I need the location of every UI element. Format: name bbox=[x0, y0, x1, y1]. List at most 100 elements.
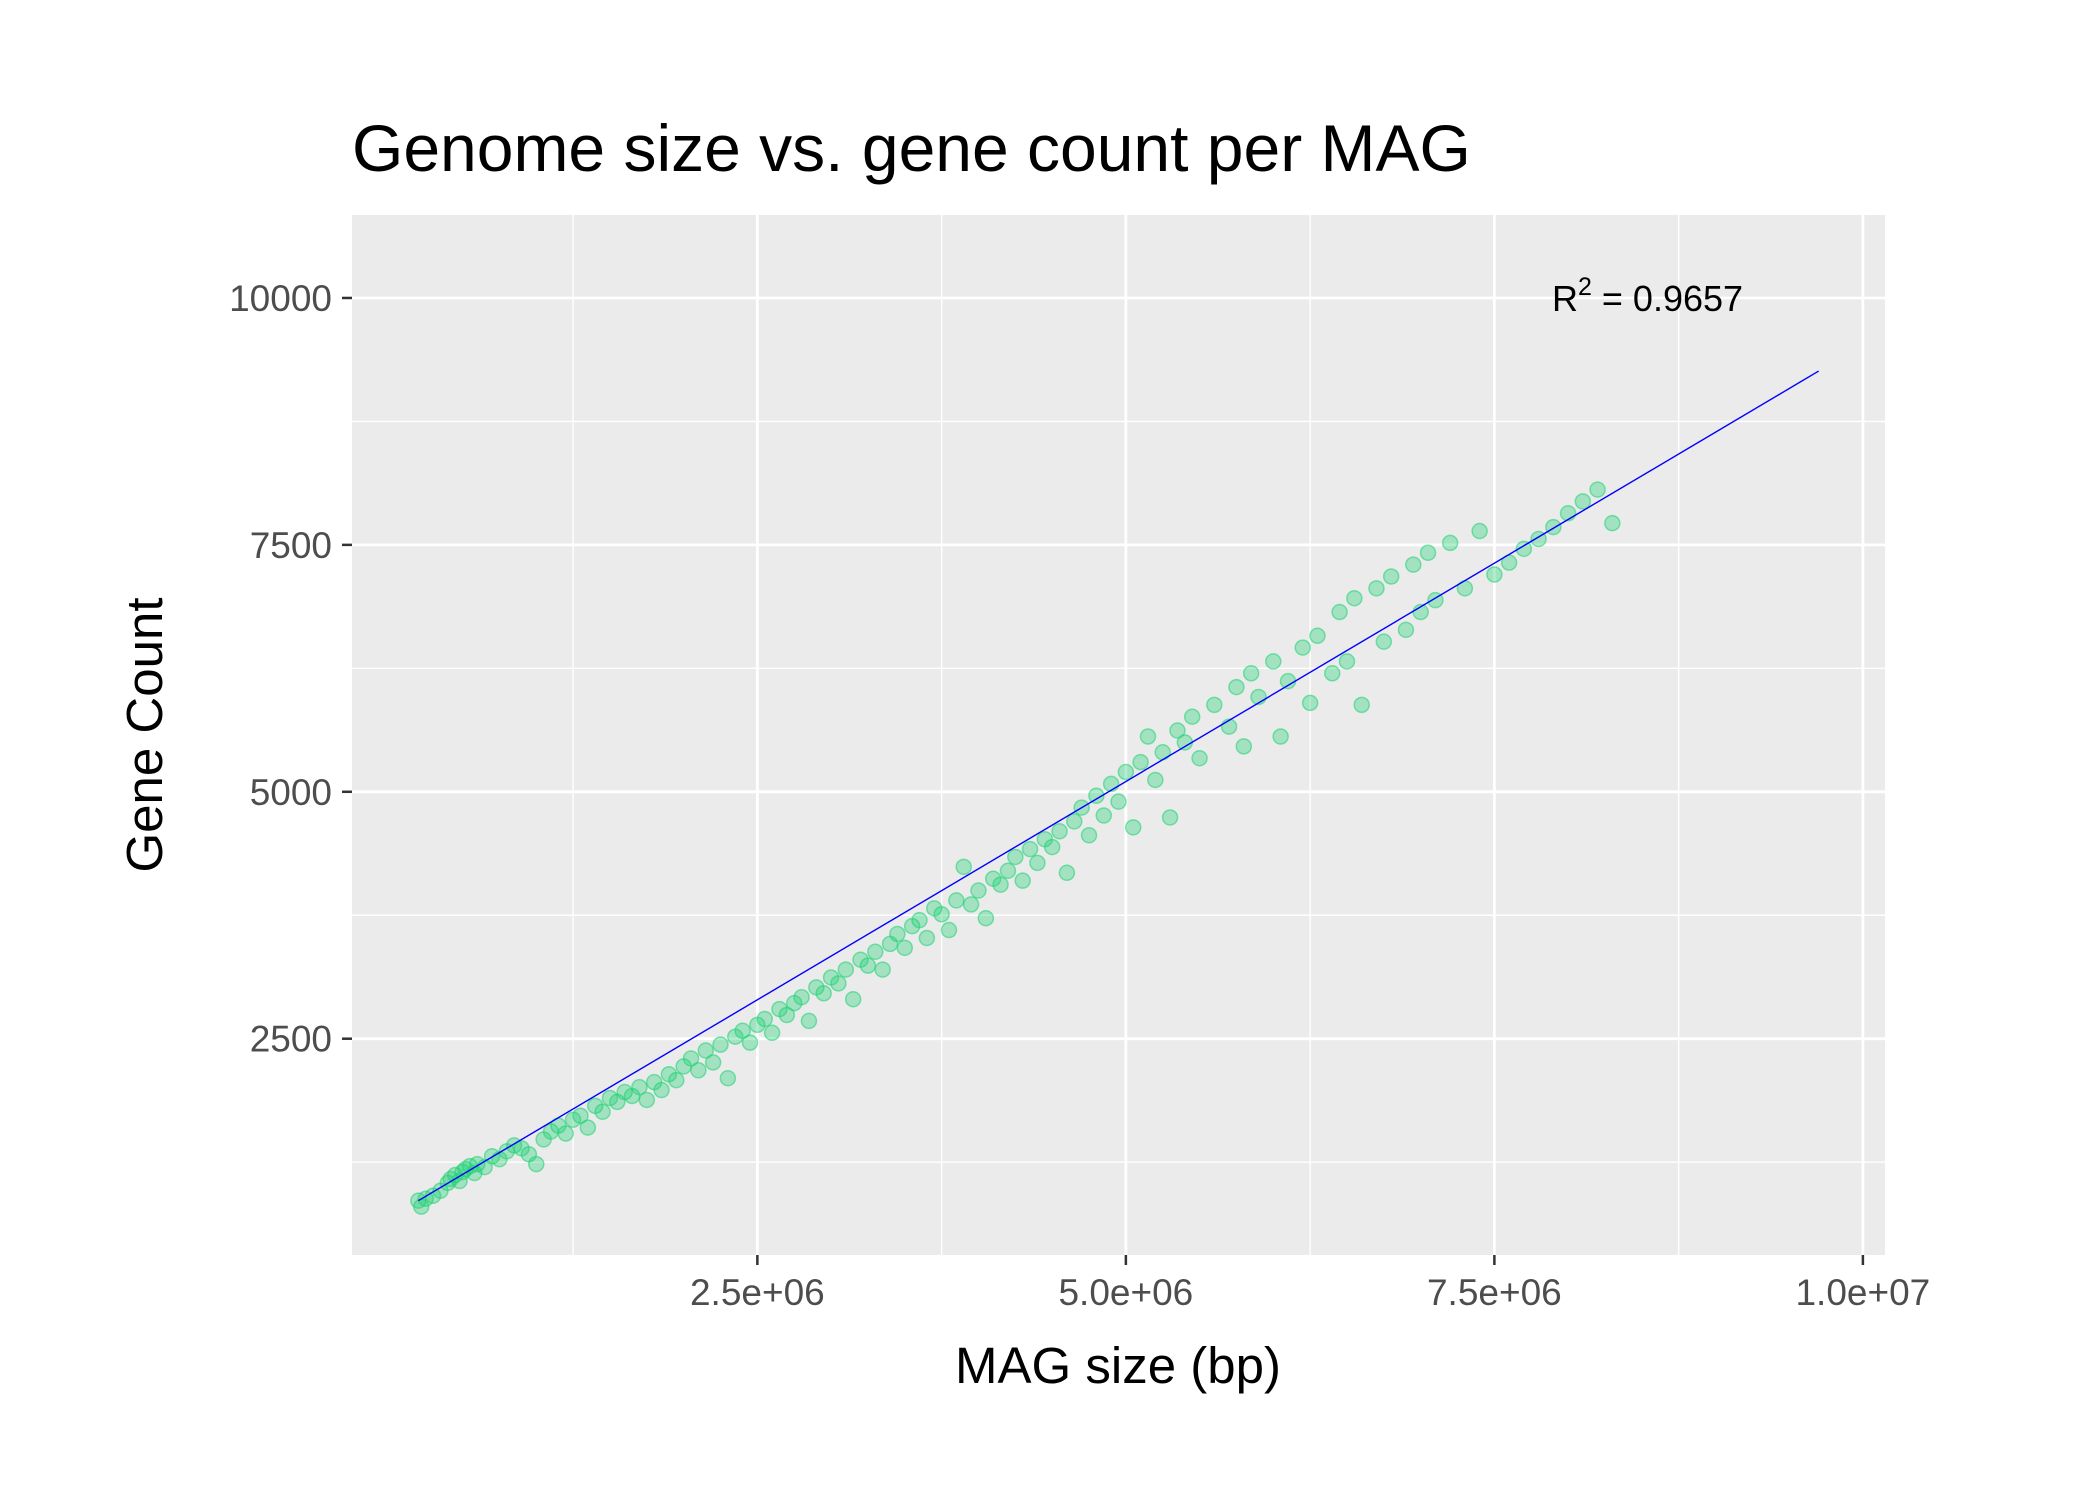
data-point bbox=[778, 1006, 796, 1024]
data-point bbox=[1014, 872, 1031, 889]
data-point bbox=[1419, 544, 1437, 562]
data-point bbox=[955, 858, 972, 876]
data-point bbox=[830, 975, 847, 992]
data-point bbox=[940, 921, 958, 939]
data-point bbox=[1176, 734, 1194, 751]
data-point bbox=[1139, 728, 1157, 745]
data-point bbox=[763, 1024, 781, 1042]
data-point bbox=[557, 1125, 574, 1142]
data-point bbox=[1574, 493, 1592, 510]
x-axis-title: MAG size (bp) bbox=[955, 1337, 1281, 1394]
data-point bbox=[1279, 672, 1297, 690]
data-point bbox=[1486, 566, 1503, 583]
data-point bbox=[1397, 621, 1415, 639]
x-axis-ticks: 2.5e+06 5.0e+06 7.5e+06 1.0e+07 bbox=[690, 1255, 1930, 1313]
data-point bbox=[1242, 665, 1260, 682]
data-point bbox=[999, 862, 1017, 880]
data-point bbox=[756, 1010, 773, 1028]
minor-gridlines bbox=[352, 215, 1885, 1255]
data-point bbox=[638, 1091, 656, 1109]
data-point bbox=[1265, 653, 1282, 670]
data-point bbox=[1147, 771, 1164, 789]
plot-panel bbox=[352, 215, 1885, 1255]
data-point bbox=[911, 911, 928, 929]
r-squared-annotation: R2 = 0.9657 bbox=[1552, 273, 1743, 319]
x-tick-label: 2.5e+06 bbox=[690, 1272, 825, 1313]
data-point bbox=[1021, 840, 1039, 858]
data-point bbox=[1338, 653, 1356, 670]
data-point bbox=[1309, 627, 1326, 644]
data-point bbox=[1007, 848, 1024, 866]
data-point bbox=[867, 943, 884, 961]
data-point bbox=[712, 1036, 729, 1053]
data-point bbox=[1382, 568, 1400, 585]
data-point bbox=[697, 1042, 715, 1059]
data-point bbox=[1368, 580, 1385, 597]
r-squared-value: = 0.9657 bbox=[1592, 278, 1743, 319]
y-tick-label: 2500 bbox=[250, 1019, 332, 1060]
data-point bbox=[1080, 826, 1098, 844]
data-point bbox=[528, 1155, 545, 1173]
data-point bbox=[734, 1022, 751, 1040]
data-point bbox=[800, 1012, 818, 1030]
data-point bbox=[1029, 854, 1046, 872]
data-point bbox=[1471, 522, 1488, 540]
data-point bbox=[1095, 807, 1113, 824]
data-point bbox=[1323, 665, 1341, 682]
data-point bbox=[690, 1062, 707, 1079]
data-point bbox=[962, 896, 980, 913]
data-point bbox=[1183, 708, 1201, 725]
data-point bbox=[933, 906, 950, 923]
data-point bbox=[896, 939, 914, 957]
data-point bbox=[1589, 481, 1606, 498]
data-point bbox=[1604, 514, 1621, 532]
data-point bbox=[594, 1103, 611, 1121]
data-point bbox=[859, 957, 877, 974]
data-points bbox=[410, 481, 1621, 1215]
data-point bbox=[704, 1054, 722, 1071]
data-point bbox=[1294, 639, 1312, 656]
data-point bbox=[1161, 809, 1179, 826]
data-point bbox=[1132, 753, 1149, 771]
data-point bbox=[837, 961, 855, 978]
data-point bbox=[1117, 763, 1135, 781]
data-point bbox=[1515, 540, 1533, 558]
data-point bbox=[1206, 696, 1223, 714]
data-point bbox=[572, 1107, 589, 1124]
data-point bbox=[977, 909, 995, 927]
data-point bbox=[653, 1081, 670, 1099]
data-point bbox=[1110, 793, 1127, 810]
data-point bbox=[1559, 505, 1577, 522]
data-point bbox=[719, 1069, 737, 1087]
data-point bbox=[1331, 603, 1348, 621]
data-point bbox=[874, 961, 891, 978]
data-point bbox=[741, 1034, 759, 1051]
data-point bbox=[793, 988, 810, 1006]
data-point bbox=[579, 1119, 597, 1136]
y-tick-label: 10000 bbox=[229, 278, 332, 319]
data-point bbox=[970, 882, 987, 899]
r-squared-base: R bbox=[1552, 278, 1578, 319]
data-point bbox=[1102, 775, 1120, 793]
data-point bbox=[682, 1050, 700, 1067]
data-point bbox=[1058, 864, 1076, 882]
data-point bbox=[1235, 738, 1253, 755]
major-gridlines bbox=[352, 215, 1885, 1255]
x-tick-label: 7.5e+06 bbox=[1427, 1272, 1562, 1313]
data-point bbox=[1124, 819, 1142, 836]
data-point bbox=[1088, 787, 1105, 804]
y-axis-title: Gene Count bbox=[116, 597, 173, 872]
data-point bbox=[1228, 678, 1245, 696]
chart-title: Genome size vs. gene count per MAG bbox=[352, 111, 1471, 185]
data-point bbox=[668, 1071, 685, 1089]
y-axis-ticks: 2500 5000 7500 10000 bbox=[229, 278, 352, 1060]
regression-line bbox=[417, 370, 1820, 1202]
data-point bbox=[948, 892, 965, 909]
data-point bbox=[889, 925, 906, 943]
data-point bbox=[1169, 722, 1186, 739]
data-point bbox=[844, 990, 862, 1008]
y-tick-label: 5000 bbox=[250, 772, 332, 813]
data-point bbox=[1051, 823, 1068, 840]
data-point bbox=[918, 929, 936, 947]
